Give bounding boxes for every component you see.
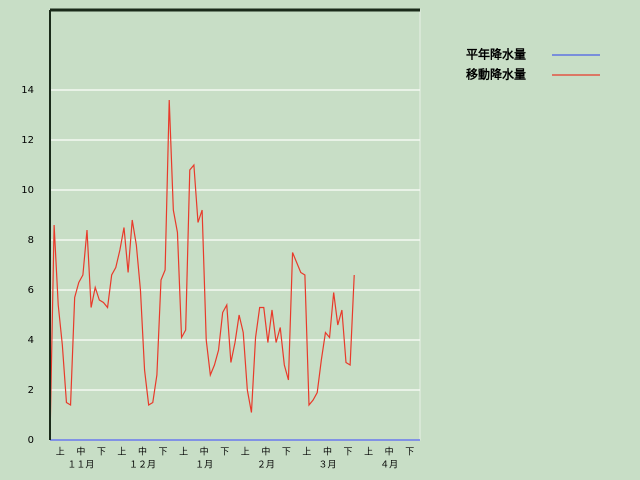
x-tick-label: 中 — [200, 446, 209, 458]
x-tick-label: 中 — [138, 446, 147, 458]
x-tick-label: 下 — [159, 448, 168, 458]
x-tick-label: 下 — [344, 448, 353, 458]
y-tick-label: 12 — [21, 135, 34, 146]
month-label: ２月 — [257, 460, 275, 471]
y-tick-label: 14 — [21, 85, 34, 96]
x-tick-label: 下 — [282, 448, 291, 458]
x-tick-label: 中 — [261, 446, 270, 458]
y-tick-label: 10 — [21, 185, 34, 196]
x-tick-label: 下 — [97, 448, 106, 458]
data-line — [49, 99, 355, 441]
legend-label: 移動降水量 — [466, 67, 526, 82]
plot-area — [49, 9, 421, 441]
month-label: ３月 — [318, 460, 336, 471]
y-tick-label: 6 — [28, 285, 34, 296]
x-tick-label: 上 — [56, 447, 65, 458]
legend-label: 平年降水量 — [466, 47, 526, 62]
x-tick-label: 上 — [179, 447, 188, 458]
y-tick-label: 8 — [28, 235, 34, 246]
x-tick-label: 下 — [220, 448, 229, 458]
x-tick-label: 上 — [364, 447, 373, 458]
month-label: ４月 — [380, 460, 398, 471]
month-label: １月 — [195, 460, 213, 471]
month-label: １２月 — [129, 460, 156, 471]
x-tick-label: 上 — [241, 447, 250, 458]
month-label: １１月 — [67, 460, 94, 471]
x-tick-label: 下 — [405, 448, 414, 458]
x-tick-label: 中 — [323, 446, 332, 458]
x-tick-label: 中 — [385, 446, 394, 458]
x-tick-label: 中 — [76, 446, 85, 458]
y-tick-label: 0 — [28, 435, 34, 446]
x-tick-label: 上 — [302, 447, 311, 458]
y-tick-label: 4 — [28, 335, 34, 346]
y-tick-label: 2 — [28, 385, 34, 396]
x-tick-label: 上 — [117, 447, 126, 458]
